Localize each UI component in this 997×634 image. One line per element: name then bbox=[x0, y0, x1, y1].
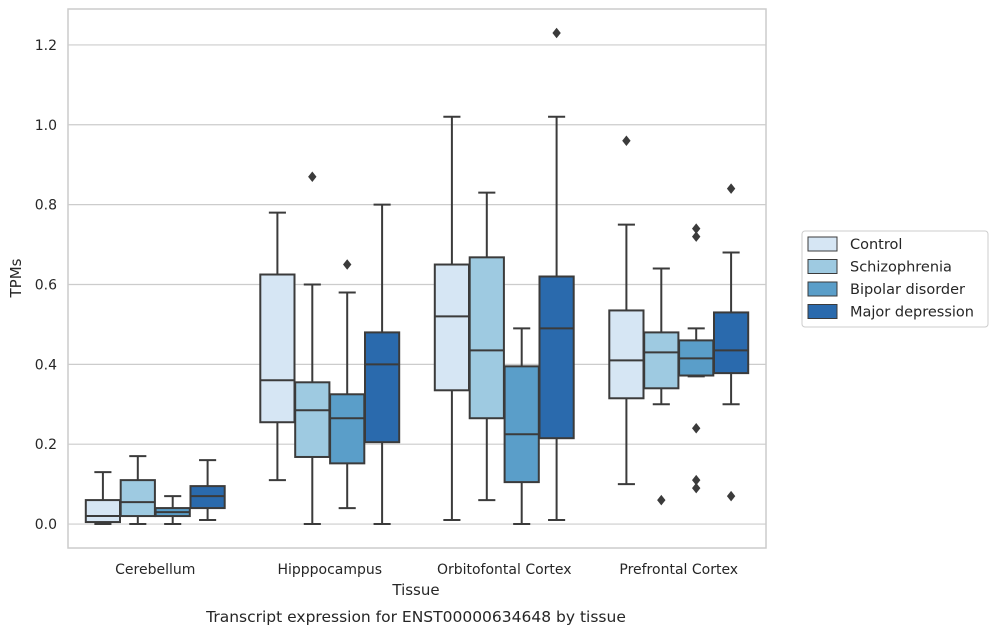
outlier-point bbox=[343, 259, 352, 270]
y-tick-label: 0.0 bbox=[35, 517, 57, 533]
y-tick-label: 0.2 bbox=[35, 437, 57, 453]
iqr-box bbox=[84, 499, 122, 524]
box-0-0 bbox=[84, 471, 122, 526]
iqr-box bbox=[608, 309, 645, 400]
legend-frame bbox=[801, 230, 989, 328]
box-3-2 bbox=[678, 223, 715, 494]
box-2-1 bbox=[468, 191, 505, 502]
y-tick-label: 0.8 bbox=[35, 198, 57, 214]
outlier-point bbox=[692, 223, 701, 234]
x-tick-label: Prefrontal Cortex bbox=[619, 562, 738, 578]
y-tick-labels: 0.0 0.2 0.4 0.6 0.8 1.0 1.2 bbox=[35, 38, 57, 533]
legend-label: Control bbox=[850, 237, 902, 253]
iqr-box bbox=[468, 256, 505, 420]
y-tick-label: 0.4 bbox=[35, 357, 57, 373]
legend-swatch bbox=[807, 304, 838, 319]
y-tick-label: 1.0 bbox=[35, 118, 57, 134]
y-tick-label: 0.6 bbox=[35, 277, 57, 293]
box-2-0 bbox=[433, 115, 471, 522]
iqr-box bbox=[433, 263, 471, 392]
x-tick-label: Cerebellum bbox=[115, 562, 195, 578]
box-1-1 bbox=[294, 171, 331, 526]
box-0-2 bbox=[154, 495, 191, 526]
box-3-1 bbox=[643, 267, 680, 506]
outlier-point bbox=[692, 231, 701, 242]
iqr-box bbox=[712, 311, 750, 375]
x-tick-label: Orbitofontal Cortex bbox=[437, 562, 572, 578]
outlier-point bbox=[308, 171, 317, 182]
iqr-box bbox=[119, 479, 156, 518]
y-axis-label: TPMs bbox=[7, 258, 25, 298]
chart-caption: Transcript expression for ENST0000063464… bbox=[205, 608, 626, 626]
outlier-point bbox=[622, 135, 631, 147]
iqr-box bbox=[363, 331, 401, 444]
y-tick-label: 1.2 bbox=[35, 38, 57, 54]
outlier-point bbox=[726, 490, 736, 502]
boxes-layer bbox=[84, 27, 750, 526]
legend-label: Major depression bbox=[850, 305, 974, 321]
outlier-point bbox=[657, 494, 666, 506]
x-axis-label: Tissue bbox=[391, 581, 439, 599]
outlier-point bbox=[692, 482, 701, 494]
x-tick-labels: Cerebellum Hipppocampus Orbitofontal Corte… bbox=[115, 562, 738, 578]
grid-lines bbox=[68, 44, 766, 525]
x-tick-label: Hipppocampus bbox=[277, 562, 382, 578]
legend: Control Schizophrenia Bipolar disorder Majo… bbox=[801, 230, 989, 328]
legend-swatch bbox=[807, 259, 838, 274]
iqr-box bbox=[259, 273, 296, 424]
legend-swatch bbox=[807, 236, 838, 252]
iqr-box bbox=[503, 365, 540, 484]
iqr-box bbox=[329, 393, 366, 465]
box-0-3 bbox=[189, 459, 226, 522]
box-3-3 bbox=[712, 183, 750, 502]
outlier-point bbox=[726, 183, 736, 194]
box-3-0 bbox=[608, 135, 645, 486]
iqr-box bbox=[538, 275, 575, 440]
plot-frame bbox=[67, 8, 767, 549]
box-2-3 bbox=[538, 27, 575, 522]
iqr-box bbox=[294, 381, 331, 458]
box-1-3 bbox=[363, 203, 401, 526]
legend-swatch bbox=[807, 281, 838, 297]
box-2-2 bbox=[503, 327, 540, 526]
outlier-point bbox=[692, 422, 701, 434]
legend-label: Schizophrenia bbox=[850, 260, 952, 276]
iqr-box bbox=[643, 331, 680, 390]
legend-label: Bipolar disorder bbox=[850, 282, 965, 298]
outlier-point bbox=[692, 474, 701, 486]
box-1-2 bbox=[329, 259, 366, 510]
outlier-point bbox=[552, 27, 561, 39]
box-1-0 bbox=[259, 211, 296, 482]
box-0-1 bbox=[119, 455, 156, 526]
